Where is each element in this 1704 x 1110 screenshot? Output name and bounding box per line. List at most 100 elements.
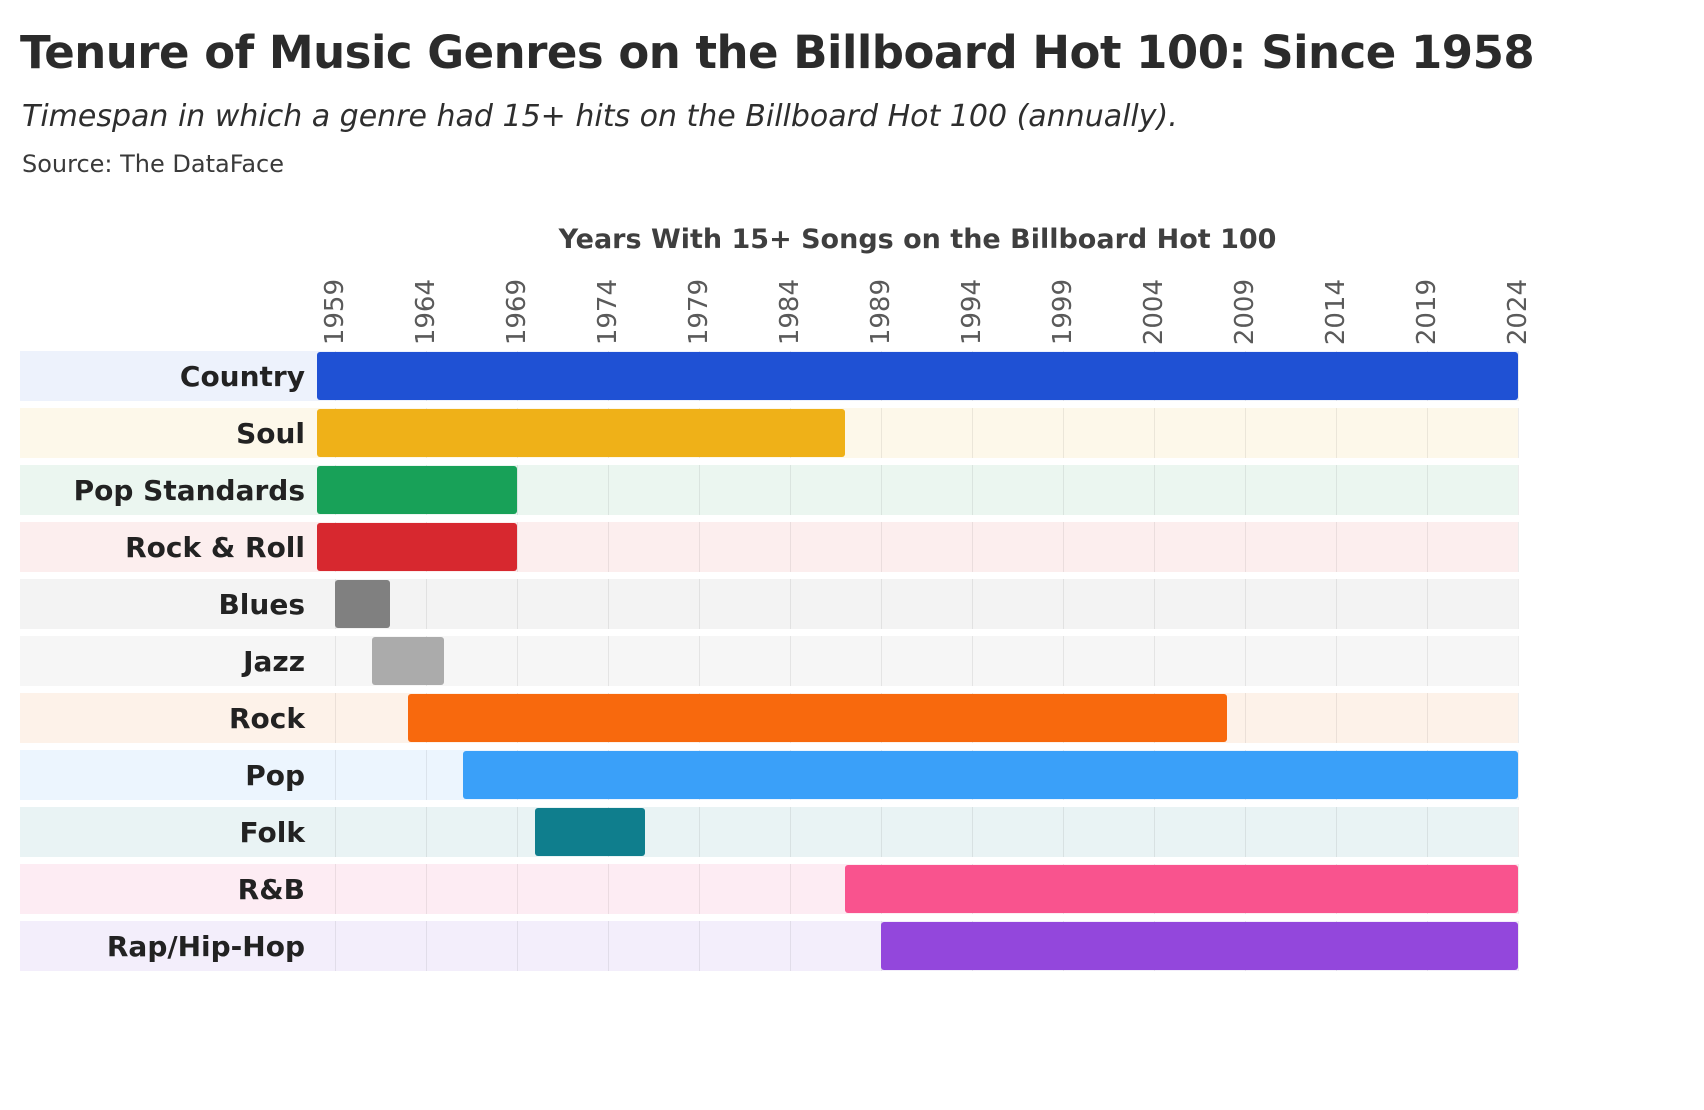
gridline-1999 bbox=[1063, 579, 1065, 629]
gridline-1969 bbox=[517, 636, 519, 686]
x-tick-1959: 1959 bbox=[320, 279, 350, 345]
genre-label-blues: Blues bbox=[218, 587, 305, 621]
genre-row-soul: Soul bbox=[20, 408, 1519, 458]
x-axis-title: Years With 15+ Songs on the Billboard Ho… bbox=[558, 224, 1277, 255]
x-tick-1989: 1989 bbox=[866, 279, 896, 345]
gridline-1984 bbox=[790, 465, 792, 515]
gridline-1994 bbox=[972, 465, 974, 515]
gridline-1974 bbox=[608, 465, 610, 515]
tenure-bar-country bbox=[317, 352, 1518, 400]
gridline-2009 bbox=[1245, 465, 1247, 515]
tenure-bar-r-b bbox=[844, 865, 1518, 913]
gridline-2009 bbox=[1245, 636, 1247, 686]
gridline-1989 bbox=[881, 465, 883, 515]
genre-label-soul: Soul bbox=[236, 416, 305, 450]
gridline-1959 bbox=[335, 750, 337, 800]
gridline-1969 bbox=[517, 579, 519, 629]
genre-row-pop-standards: Pop Standards bbox=[20, 465, 1519, 515]
x-tick-label: 2019 bbox=[1412, 278, 1442, 345]
x-tick-label: 1994 bbox=[957, 278, 988, 345]
gridline-1994 bbox=[972, 579, 974, 629]
genre-row-pop: Pop bbox=[20, 750, 1519, 800]
tenure-bar-rock-roll bbox=[317, 523, 518, 571]
gridline-1959 bbox=[335, 636, 337, 686]
gridline-2004 bbox=[1154, 408, 1156, 458]
x-tick-label: 2014 bbox=[1321, 278, 1352, 345]
gridline-1994 bbox=[972, 408, 974, 458]
genre-label-jazz: Jazz bbox=[243, 644, 305, 678]
genre-row-country: Country bbox=[20, 351, 1519, 401]
gridline-1979 bbox=[699, 522, 701, 572]
x-tick-2019: 2019 bbox=[1412, 279, 1442, 345]
gridline-1964 bbox=[426, 921, 428, 971]
genre-label-rap-hip-hop: Rap/Hip-Hop bbox=[106, 929, 305, 963]
gridline-1999 bbox=[1063, 636, 1065, 686]
gridline-1984 bbox=[790, 522, 792, 572]
gridline-2004 bbox=[1154, 636, 1156, 686]
x-tick-1979: 1979 bbox=[684, 279, 714, 345]
tenure-bar-blues bbox=[335, 580, 390, 628]
gridline-2009 bbox=[1245, 693, 1247, 743]
x-tick-label: 2024 bbox=[1503, 278, 1533, 345]
x-tick-2024: 2024 bbox=[1503, 279, 1533, 345]
gridline-1959 bbox=[335, 921, 337, 971]
gridline-2004 bbox=[1154, 465, 1156, 515]
tenure-bar-pop bbox=[462, 751, 1518, 799]
gridline-2024 bbox=[1518, 807, 1519, 857]
genre-row-folk: Folk bbox=[20, 807, 1519, 857]
gridline-1974 bbox=[608, 864, 610, 914]
gridline-2009 bbox=[1245, 408, 1247, 458]
genre-row-rock: Rock bbox=[20, 693, 1519, 743]
gridline-1964 bbox=[426, 750, 428, 800]
x-tick-1974: 1974 bbox=[593, 279, 623, 345]
x-tick-label: 1979 bbox=[684, 278, 715, 345]
genre-label-r-b: R&B bbox=[237, 872, 305, 906]
gridline-1999 bbox=[1063, 807, 1065, 857]
x-tick-2004: 2004 bbox=[1139, 279, 1169, 345]
x-tick-label: 1989 bbox=[866, 278, 897, 345]
genre-label-rock: Rock bbox=[228, 701, 305, 735]
x-tick-label: 1999 bbox=[1048, 278, 1079, 345]
gridline-1989 bbox=[881, 522, 883, 572]
gridline-1984 bbox=[790, 921, 792, 971]
gridline-1994 bbox=[972, 522, 974, 572]
gridline-1989 bbox=[881, 408, 883, 458]
gridline-2024 bbox=[1518, 636, 1519, 686]
gridline-1979 bbox=[699, 579, 701, 629]
tenure-bar-jazz bbox=[371, 637, 445, 685]
x-tick-label: 1974 bbox=[593, 278, 624, 345]
genre-label-folk: Folk bbox=[239, 815, 305, 849]
gridline-1974 bbox=[608, 921, 610, 971]
tenure-bar-folk bbox=[535, 808, 645, 856]
page-title: Tenure of Music Genres on the Billboard … bbox=[20, 26, 1535, 79]
gridline-2024 bbox=[1518, 921, 1519, 971]
gridline-2009 bbox=[1245, 807, 1247, 857]
gridline-2024 bbox=[1518, 522, 1519, 572]
tenure-bar-rap-hip-hop bbox=[881, 922, 1518, 970]
gridline-2024 bbox=[1518, 579, 1519, 629]
gridline-1999 bbox=[1063, 408, 1065, 458]
gridline-1969 bbox=[517, 522, 519, 572]
gridline-1959 bbox=[335, 864, 337, 914]
genre-row-blues: Blues bbox=[20, 579, 1519, 629]
gridline-1964 bbox=[426, 864, 428, 914]
gridline-1989 bbox=[881, 579, 883, 629]
gridline-2019 bbox=[1427, 636, 1428, 686]
gridline-2019 bbox=[1427, 693, 1428, 743]
chart-rows: Country Soul Pop Standards Rock & Roll Blues… bbox=[20, 351, 1519, 971]
gridline-1969 bbox=[517, 864, 519, 914]
genre-label-pop-standards: Pop Standards bbox=[73, 473, 305, 507]
genre-label-rock-roll: Rock & Roll bbox=[125, 530, 305, 564]
row-plot-area bbox=[317, 522, 1519, 572]
x-tick-2009: 2009 bbox=[1230, 279, 1260, 345]
x-tick-label: 1984 bbox=[775, 278, 806, 345]
genre-row-rap-hip-hop: Rap/Hip-Hop bbox=[20, 921, 1519, 971]
row-plot-area bbox=[317, 693, 1519, 743]
gridline-2014 bbox=[1336, 522, 1338, 572]
row-plot-area bbox=[317, 408, 1519, 458]
x-tick-1984: 1984 bbox=[775, 279, 805, 345]
gridline-2014 bbox=[1336, 465, 1338, 515]
gridline-2019 bbox=[1427, 579, 1428, 629]
gridline-1969 bbox=[517, 921, 519, 971]
x-tick-label: 2009 bbox=[1230, 278, 1261, 345]
